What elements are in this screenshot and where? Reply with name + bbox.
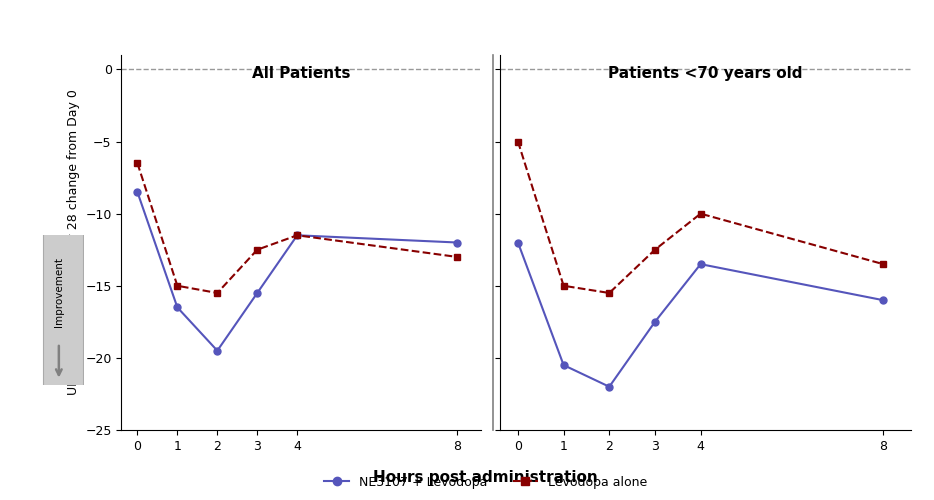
FancyBboxPatch shape bbox=[43, 232, 83, 388]
Text: Improvement: Improvement bbox=[54, 257, 64, 327]
Legend: NE3107 + Levodopa, Levodopa alone: NE3107 + Levodopa, Levodopa alone bbox=[319, 471, 652, 494]
Text: All Patients: All Patients bbox=[252, 66, 350, 81]
Text: Hours post administration: Hours post administration bbox=[374, 470, 598, 485]
Y-axis label: UPDRS Part 3 Score – Day 28 change from Day 0: UPDRS Part 3 Score – Day 28 change from … bbox=[66, 90, 79, 396]
Text: Patients <70 years old: Patients <70 years old bbox=[608, 66, 802, 81]
